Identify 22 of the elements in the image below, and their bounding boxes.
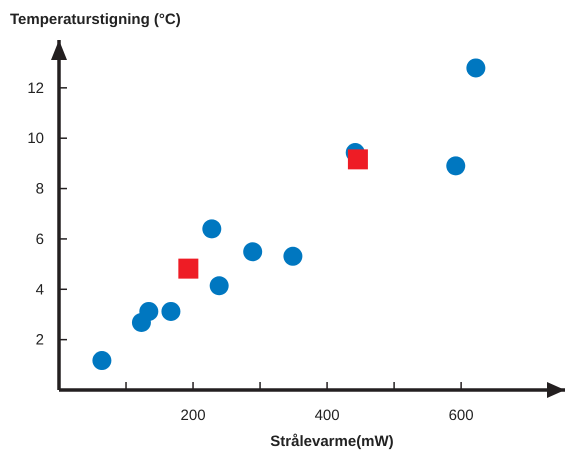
- x-tick-label: 600: [448, 407, 474, 424]
- point: [161, 302, 180, 321]
- point: [139, 302, 158, 321]
- point: [243, 242, 262, 262]
- point: [446, 156, 466, 176]
- y-tick-label: 6: [36, 230, 44, 248]
- point: [466, 58, 486, 78]
- y-tick-label: 8: [36, 180, 44, 198]
- point: [178, 258, 198, 279]
- point: [202, 219, 222, 238]
- point: [283, 246, 302, 266]
- x-tick-label: 400: [314, 407, 340, 424]
- chart-title: Temperaturstigning (°C): [10, 11, 181, 28]
- point: [92, 351, 112, 370]
- x-tick-label: 200: [180, 407, 206, 424]
- y-tick-label: 2: [36, 332, 44, 349]
- y-tick-label: 10: [27, 130, 44, 148]
- point: [210, 276, 229, 296]
- x-axis-title: Strålevarme(mW): [270, 433, 394, 450]
- y-tick-label: 12: [27, 80, 44, 97]
- y-tick-label: 4: [36, 281, 44, 298]
- point: [348, 149, 368, 170]
